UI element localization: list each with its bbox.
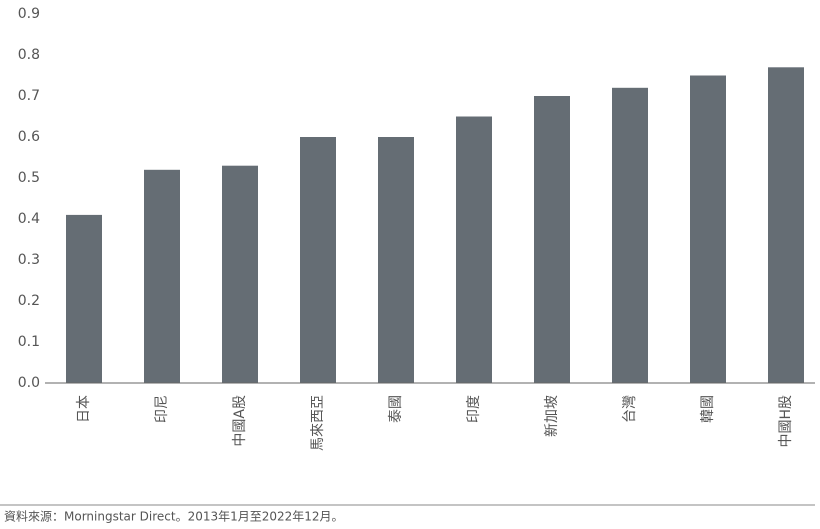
bar	[378, 137, 414, 383]
x-tick-label: 韓國	[700, 395, 716, 423]
y-tick-label: 0.4	[18, 211, 40, 227]
y-tick-label: 0.1	[18, 334, 40, 350]
x-tick-label: 印度	[466, 395, 482, 423]
x-tick-label: 台灣	[622, 395, 638, 423]
x-tick-label: 中國A股	[232, 395, 248, 447]
bar	[66, 214, 102, 383]
bar	[690, 75, 726, 383]
bar	[300, 137, 336, 383]
bar	[144, 169, 180, 383]
source-note: 資料來源：Morningstar Direct。2013年1月至2022年12月…	[4, 510, 344, 524]
bar	[768, 67, 804, 384]
x-tick-label: 印尼	[154, 395, 170, 423]
y-tick-label: 0.6	[18, 129, 40, 145]
y-tick-label: 0.5	[18, 170, 40, 186]
y-tick-label: 0.8	[18, 47, 40, 63]
x-tick-label: 新加坡	[544, 395, 560, 437]
bar	[456, 116, 492, 383]
bar	[612, 87, 648, 384]
x-tick-label: 日本	[76, 395, 92, 423]
y-tick-label: 0.0	[18, 375, 40, 391]
y-tick-label: 0.2	[18, 293, 40, 309]
y-tick-label: 0.3	[18, 252, 40, 268]
bar	[222, 165, 258, 383]
x-tick-label: 馬來西亞	[310, 395, 326, 451]
bar	[534, 96, 570, 383]
x-tick-label: 中國H股	[778, 395, 794, 448]
y-tick-label: 0.7	[18, 88, 40, 104]
y-tick-label: 0.9	[18, 6, 40, 22]
x-tick-label: 泰國	[388, 395, 404, 423]
